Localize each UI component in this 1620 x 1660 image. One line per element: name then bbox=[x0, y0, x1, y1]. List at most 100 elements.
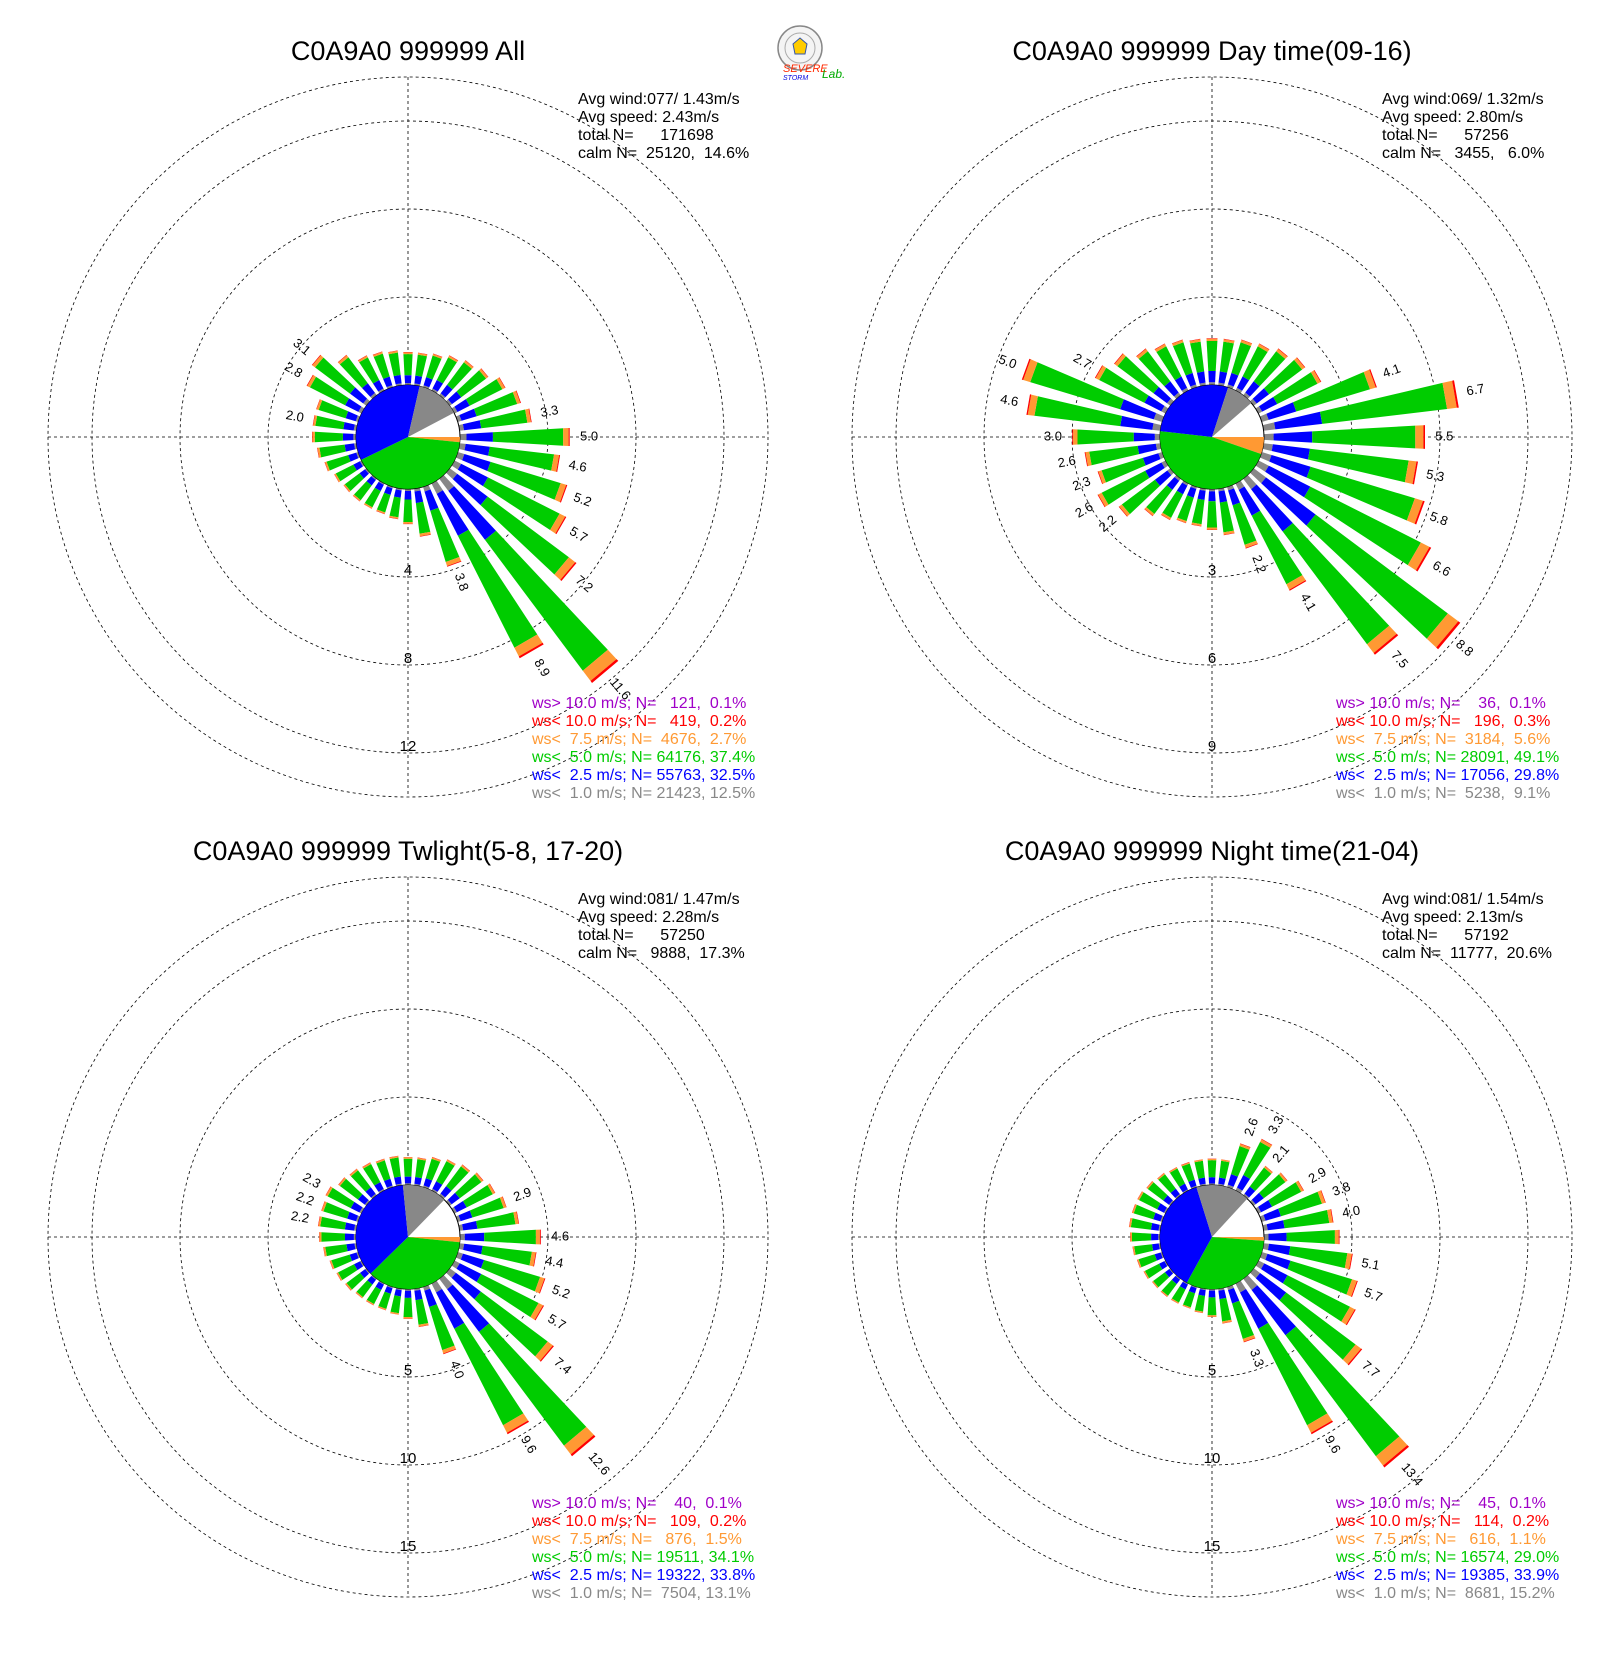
bar-segment bbox=[1185, 372, 1197, 387]
calm-pie-slice bbox=[1159, 1187, 1212, 1283]
bar-segment bbox=[1338, 1229, 1340, 1245]
stat-calm-n: calm N= 11777, 20.6% bbox=[1382, 945, 1552, 962]
bar-segment bbox=[1232, 502, 1257, 545]
bar-segment bbox=[386, 385, 393, 390]
bar-label: 5.1 bbox=[1360, 1255, 1380, 1273]
bar-segment bbox=[372, 351, 383, 356]
bar-segment bbox=[1263, 1208, 1281, 1221]
bar-label: 5.7 bbox=[567, 523, 590, 545]
calm-pie bbox=[1159, 1184, 1265, 1290]
bar-segment bbox=[431, 388, 438, 394]
bar-segment bbox=[357, 355, 367, 361]
bar-segment bbox=[1282, 523, 1390, 645]
bar-segment bbox=[570, 1434, 596, 1457]
bar-segment bbox=[1207, 1315, 1217, 1317]
bar-segment bbox=[311, 354, 321, 366]
bar-segment bbox=[312, 431, 315, 443]
bar-label: 2.2 bbox=[294, 1188, 316, 1208]
bar-segment bbox=[1245, 381, 1260, 397]
bar-segment bbox=[350, 387, 368, 404]
bar-segment bbox=[1286, 1230, 1335, 1244]
bar-segment bbox=[445, 399, 452, 406]
bar-segment bbox=[1367, 625, 1397, 653]
bar-segment bbox=[1179, 1183, 1188, 1193]
bar-segment bbox=[312, 415, 315, 426]
bar-segment bbox=[535, 1341, 553, 1361]
bar-segment bbox=[456, 1263, 482, 1282]
bar-label: 8.9 bbox=[531, 656, 553, 679]
bar-segment bbox=[358, 406, 365, 414]
legend: ws> 10.0 m/s; N= 40, 0.1% ws< 10.0 m/s; … bbox=[531, 1495, 755, 1602]
calm-pie-slice bbox=[361, 437, 460, 489]
bar-segment bbox=[1157, 1203, 1167, 1213]
bar-segment bbox=[1176, 519, 1187, 524]
bar-segment bbox=[457, 529, 538, 648]
bar-segment bbox=[1241, 339, 1253, 344]
bar-segment bbox=[439, 474, 455, 491]
bar-label: 3.3 bbox=[1247, 1347, 1267, 1369]
bar-segment bbox=[1232, 1300, 1254, 1339]
bar-segment bbox=[345, 1283, 351, 1291]
bar-segment bbox=[414, 1177, 422, 1185]
bar-segment bbox=[451, 1272, 481, 1300]
bar-segment bbox=[364, 1200, 371, 1206]
bar-segment bbox=[344, 443, 356, 452]
bar-segment bbox=[316, 399, 323, 410]
bar-segment bbox=[479, 1323, 587, 1446]
bar-segment bbox=[1231, 1146, 1250, 1177]
bar-segment bbox=[1137, 1191, 1144, 1201]
bar-segment bbox=[418, 352, 428, 355]
bar-segment bbox=[1175, 1274, 1181, 1280]
bar-segment bbox=[1130, 1218, 1153, 1230]
bar-label: 12.6 bbox=[585, 1449, 613, 1478]
bar-segment bbox=[1209, 488, 1215, 492]
bar-segment bbox=[1138, 351, 1171, 387]
bar-segment bbox=[1153, 1272, 1170, 1288]
bar-segment bbox=[414, 490, 424, 504]
bar-segment bbox=[1235, 387, 1243, 394]
bar-segment bbox=[378, 1188, 385, 1194]
bar-segment bbox=[1194, 1311, 1203, 1314]
bar-segment bbox=[376, 509, 386, 514]
legend-ws-gt-10: ws> 10.0 m/s; N= 36, 0.1% bbox=[1335, 695, 1546, 712]
bar-segment bbox=[338, 355, 349, 365]
bar-segment bbox=[1426, 613, 1459, 648]
bar-segment bbox=[1137, 1191, 1143, 1200]
bar-segment bbox=[367, 1276, 376, 1285]
bar-segment bbox=[1268, 1182, 1302, 1207]
stat-avg-speed: Avg speed: 2.80m/s bbox=[1382, 109, 1523, 126]
bar-segment bbox=[1253, 351, 1286, 387]
rose-plot-area: 3694.16.75.55.35.86.68.87.54.12.22.22.62… bbox=[851, 76, 1573, 798]
bar-segment bbox=[480, 496, 569, 575]
bar-segment bbox=[424, 1288, 437, 1307]
bar-segment bbox=[440, 1186, 452, 1198]
bar-segment bbox=[1242, 1335, 1256, 1342]
bar-segment bbox=[1266, 402, 1297, 420]
bar-segment bbox=[1221, 1159, 1230, 1163]
bar-segment bbox=[1262, 422, 1276, 431]
bar-segment bbox=[355, 1292, 363, 1299]
bar-segment bbox=[321, 1232, 345, 1242]
bar-segment bbox=[1188, 1179, 1197, 1188]
bar-segment bbox=[1152, 1281, 1159, 1289]
bar-segment bbox=[550, 513, 566, 534]
bar-segment bbox=[376, 510, 385, 515]
bar-segment bbox=[1133, 432, 1155, 442]
bar-segment bbox=[312, 355, 324, 368]
bar-segment bbox=[378, 480, 385, 485]
bar-segment bbox=[389, 1155, 399, 1158]
stat-avg-speed: Avg speed: 2.13m/s bbox=[1382, 909, 1523, 926]
bar-segment bbox=[352, 495, 360, 502]
bar-segment bbox=[554, 557, 576, 580]
legend-ws-gt-10: ws> 10.0 m/s; N= 40, 0.1% bbox=[531, 1495, 742, 1512]
bar-segment bbox=[539, 1278, 546, 1294]
bar-segment bbox=[489, 1183, 496, 1194]
legend-ws-lt-2-5: ws< 2.5 m/s; N= 55763, 32.5% bbox=[531, 767, 755, 784]
bar-segment bbox=[528, 408, 532, 423]
bar-segment bbox=[1320, 382, 1448, 424]
bar-segment bbox=[461, 1164, 470, 1173]
legend-ws-lt-2-5: ws< 2.5 m/s; N= 19322, 33.8% bbox=[531, 1567, 755, 1584]
stats-block: Avg wind:069/ 1.32m/s Avg speed: 2.80m/s… bbox=[1382, 91, 1544, 162]
bar-label: 4.6 bbox=[568, 457, 588, 475]
bar-segment bbox=[1181, 387, 1189, 394]
